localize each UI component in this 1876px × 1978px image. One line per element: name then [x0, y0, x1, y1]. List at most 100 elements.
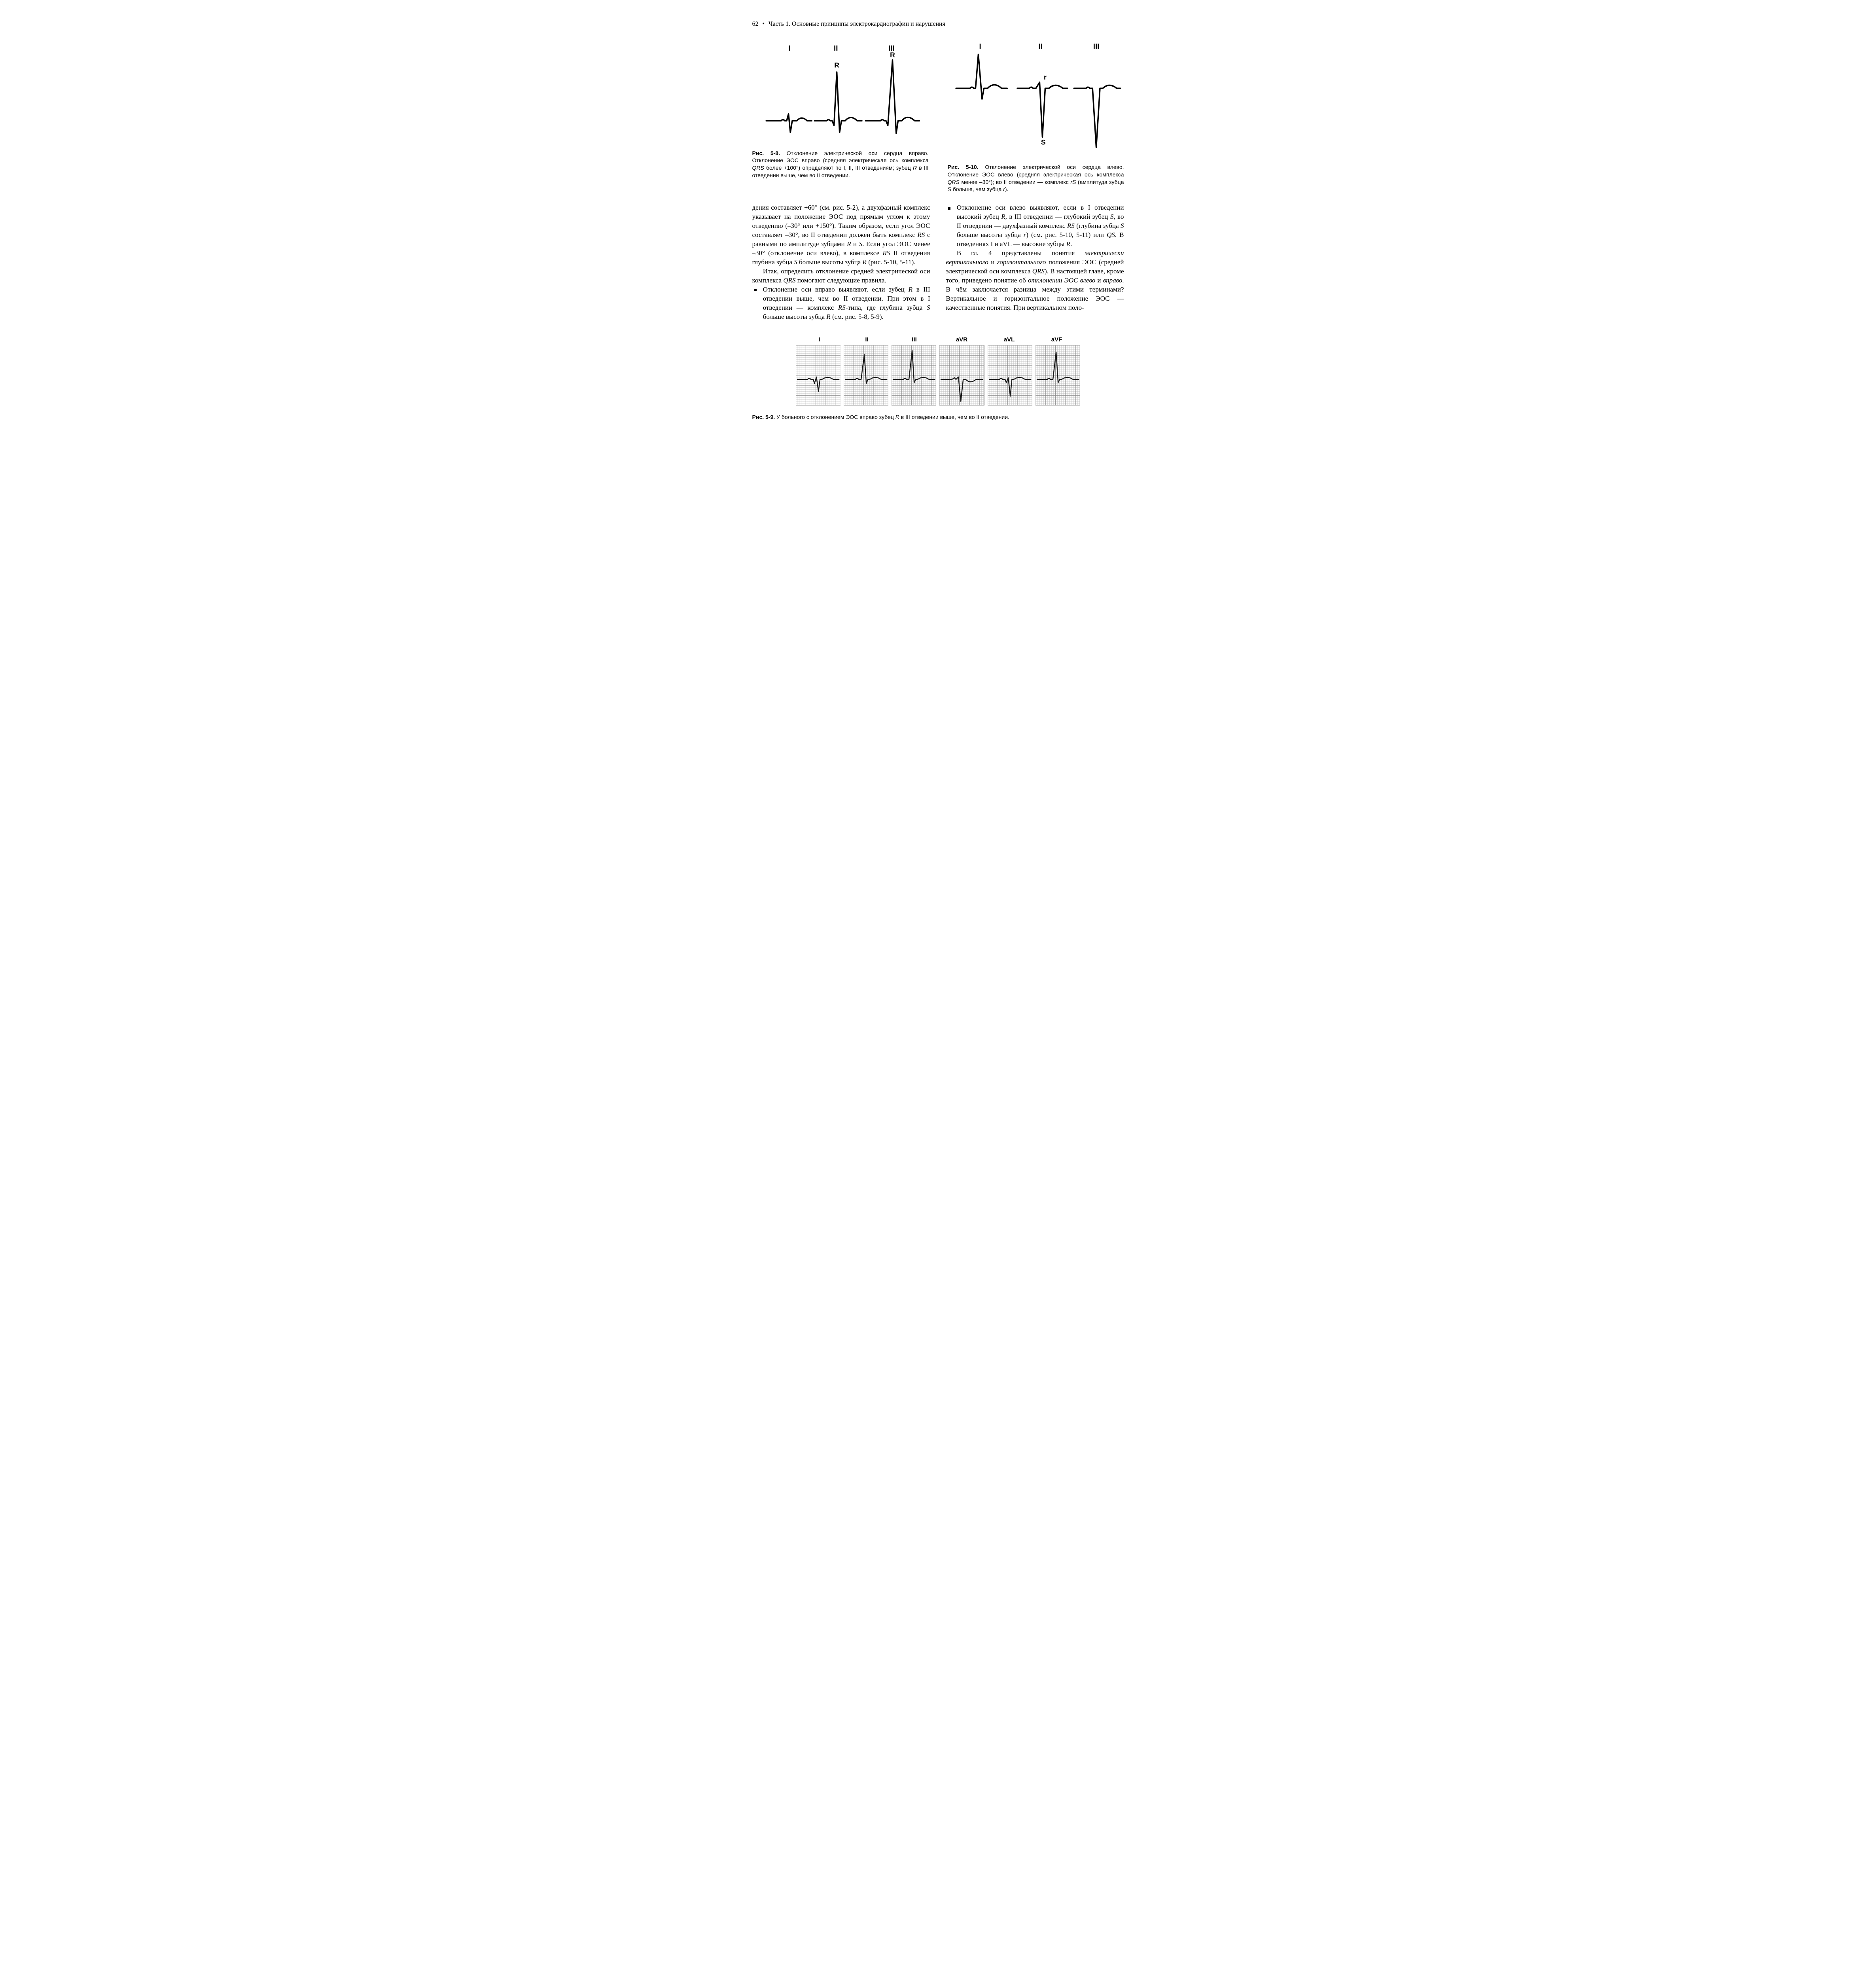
- fig8-cap-i1: QRS: [752, 165, 764, 171]
- figure-5-9-caption: Рис. 5-9. У больного с отклонением ЭОС в…: [752, 413, 1124, 421]
- fig8-lead2-trace: [814, 72, 862, 133]
- fig9-strip-1: [844, 345, 888, 408]
- header-part: Часть 1.: [769, 21, 790, 27]
- fig10-label-I: I: [979, 42, 981, 50]
- fig10-cap-5: ).: [1005, 186, 1009, 192]
- bullet-2: Отклонение оси влево выявляют, если в I …: [946, 203, 1124, 249]
- fig9-strip-2: [892, 345, 936, 408]
- b2-f: ) (см. рис. 5-10, 5-11) или: [1026, 231, 1107, 239]
- fig9-cap-1: У больного с отклонением ЭОС вправо зубе…: [775, 414, 895, 420]
- fig10-cap-3: (амплитуда зубца: [1076, 179, 1124, 185]
- bp1-i5: S: [794, 258, 797, 266]
- figure-5-8-caption: Рис. 5-8. Отклонение электрической оси с…: [752, 150, 929, 180]
- fig10-cap-2: менее –30°); во II отведении — комплекс: [960, 179, 1070, 185]
- fig8-lead3-trace: [865, 60, 919, 133]
- fig10-lead1-trace: [956, 54, 1007, 99]
- figure-5-10: I II III r S Рис. 5-10. Отклонение элект…: [948, 40, 1124, 193]
- fig9-cap-2: в III отведении выше, чем во II отведени…: [899, 414, 1009, 420]
- fig8-R-label-2: R: [890, 51, 895, 59]
- fig10-cap-bold: Рис. 5-10.: [948, 164, 979, 170]
- b2-e: больше высоты зубца: [957, 231, 1024, 239]
- fig9-strip-4: [988, 345, 1032, 408]
- bp1-i1: RS: [917, 231, 925, 239]
- bp1-i2: R: [847, 240, 851, 248]
- b1-i4: R: [826, 313, 830, 320]
- fig10-cap-i2: rS: [1070, 179, 1076, 185]
- b2-i1: R: [1001, 213, 1005, 220]
- fig9-strip-0: [796, 345, 841, 408]
- fig10-lead3-trace: [1074, 85, 1120, 147]
- fig8-cap-i2: R: [913, 165, 917, 171]
- bp3-a: В гл. 4 представлены понятия: [957, 249, 1085, 257]
- bp3-i4: отклонении ЭОС влево: [1028, 277, 1095, 284]
- figure-5-9: I II III aVR aVL aVF Рис. 5-9. У больног…: [752, 336, 1124, 421]
- fig9-cap-bold: Рис. 5-9.: [752, 414, 775, 420]
- bp1-i6: R: [863, 258, 867, 266]
- fig8-lead1-trace: [766, 114, 812, 132]
- figure-5-10-svg: I II III r S: [948, 40, 1124, 160]
- body-para-3: В гл. 4 представлены понятия электрическ…: [946, 249, 1124, 313]
- fig10-r-label: r: [1044, 73, 1047, 81]
- fig8-label-I: I: [788, 44, 790, 52]
- figure-5-10-caption: Рис. 5-10. Отклонение электрической оси …: [948, 163, 1124, 193]
- body-para-1: дения составляет +60° (см. рис. 5-2), а …: [752, 203, 930, 267]
- b2-d: (глубина зубца: [1075, 222, 1121, 229]
- b1-i2: RS: [838, 304, 846, 311]
- fig10-lead2-trace: [1017, 82, 1068, 137]
- body-text: дения составляет +60° (см. рис. 5-2), а …: [752, 203, 1124, 321]
- b1-i3: S: [927, 304, 930, 311]
- fig8-cap-2: более +100°) определяют по I, II, III от…: [764, 165, 913, 171]
- bp1-c: и: [851, 240, 859, 248]
- bp3-i2: горизонтального: [997, 258, 1046, 266]
- fig10-cap-i3: S: [948, 186, 951, 192]
- fig10-label-III: III: [1093, 42, 1099, 50]
- b2-i4: S: [1121, 222, 1124, 229]
- bp1-i4: RS: [882, 249, 890, 257]
- fig9-strip-5: [1035, 345, 1080, 408]
- b2-i7: R: [1066, 240, 1070, 248]
- b1-d: больше высоты зубца: [763, 313, 827, 320]
- fig9-label-2: III: [891, 336, 938, 344]
- figure-5-8-svg: I II III R R: [752, 40, 929, 146]
- bp1-g: (рис. 5-10, 5-11).: [867, 258, 916, 266]
- bp2-i: QRS: [783, 277, 795, 284]
- b2-i6: QS: [1107, 231, 1115, 239]
- b1-e: (см. рис. 5-8, 5-9).: [831, 313, 884, 320]
- fig10-cap-i1: QRS: [948, 179, 960, 185]
- bp3-i5: вправо: [1103, 277, 1123, 284]
- figure-row-top: I II III R R Рис. 5-8. Отклонение электр…: [752, 40, 1124, 193]
- fig8-label-II: II: [834, 44, 838, 52]
- fig9-strip-3: [939, 345, 984, 408]
- fig9-label-3: aVR: [938, 336, 986, 344]
- b2-h: .: [1070, 240, 1072, 248]
- fig9-strip-row: [796, 345, 1081, 408]
- fig9-label-5: aVF: [1033, 336, 1081, 344]
- fig9-label-1: II: [843, 336, 891, 344]
- fig9-lead-labels: I II III aVR aVL aVF: [796, 336, 1081, 344]
- b2-i3: RS: [1067, 222, 1075, 229]
- header-title: Основные принципы электрокардиографии и …: [792, 21, 945, 27]
- bp3-b: и: [988, 258, 997, 266]
- bp3-i3: QRS: [1032, 267, 1045, 275]
- fig9-cap-i1: R: [895, 414, 899, 420]
- b1-a: Отклонение оси вправо выявляют, если зуб…: [763, 286, 909, 293]
- bp1-f: больше высоты зубца: [797, 258, 863, 266]
- figure-5-8: I II III R R Рис. 5-8. Отклонение электр…: [752, 40, 929, 193]
- b1-i1: R: [909, 286, 912, 293]
- fig8-R-label-1: R: [834, 61, 839, 69]
- header-bullet: •: [763, 21, 765, 27]
- fig9-label-0: I: [796, 336, 843, 344]
- page-number: 62: [752, 21, 759, 27]
- bp1-i3: S: [859, 240, 863, 248]
- b2-b: , в III отведении — глубокий зубец: [1005, 213, 1110, 220]
- bullet-1: Отклонение оси вправо выявляют, если зуб…: [752, 285, 930, 322]
- page-header: 62 • Часть 1. Основные принципы электрок…: [752, 20, 1124, 28]
- body-para-2: Итак, определить отклонение средней элек…: [752, 267, 930, 285]
- bp1-a: дения составляет +60° (см. рис. 5-2), а …: [752, 204, 930, 239]
- fig10-cap-4: больше, чем зубца: [951, 186, 1003, 192]
- bp2-b: помогают следующие правила.: [796, 277, 886, 284]
- fig8-cap-bold: Рис. 5-8.: [752, 150, 780, 156]
- b1-c: -типа, где глубина зубца: [846, 304, 927, 311]
- fig9-label-4: aVL: [986, 336, 1033, 344]
- fig10-label-II: II: [1038, 42, 1042, 50]
